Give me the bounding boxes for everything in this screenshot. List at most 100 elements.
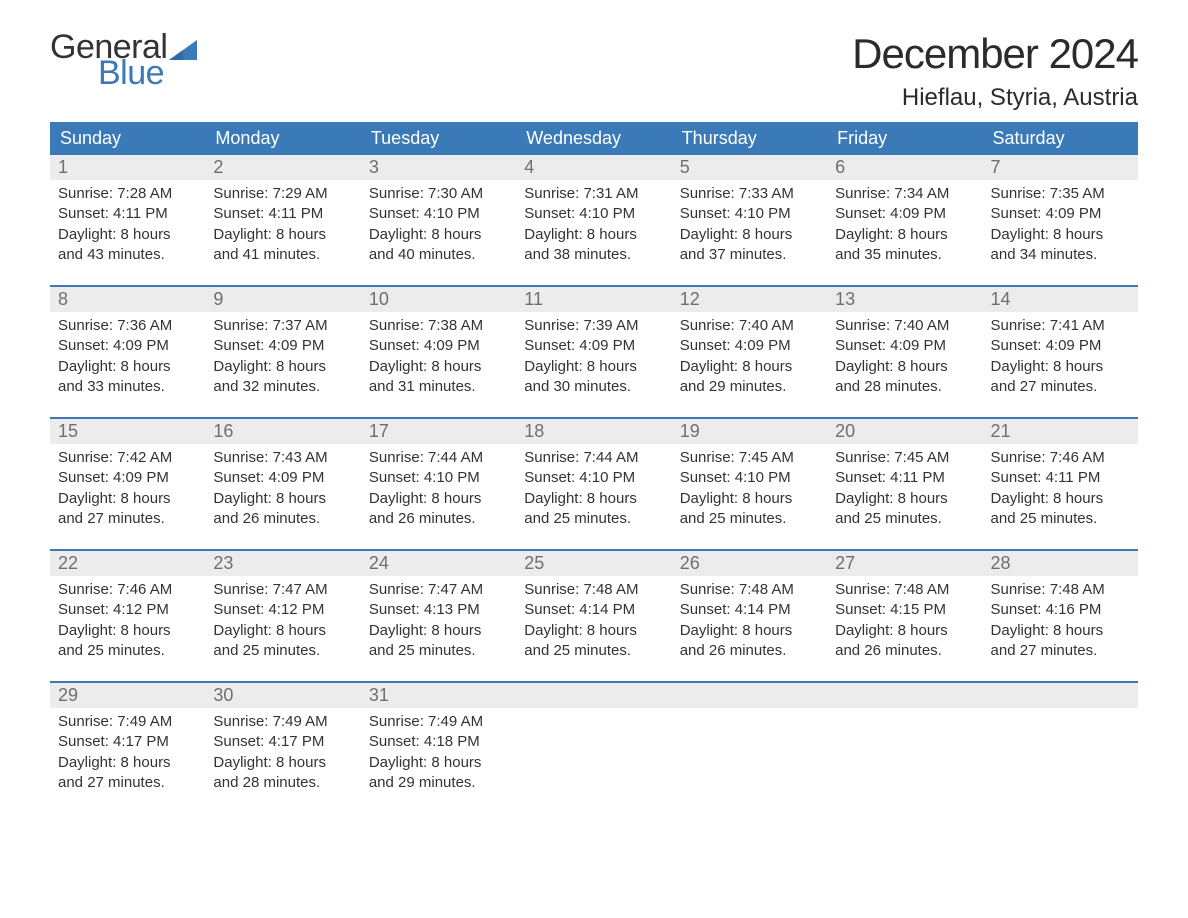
day-number: 28 bbox=[983, 551, 1138, 576]
daylight-text: and 26 minutes. bbox=[369, 509, 506, 529]
sunset-text: Sunset: 4:10 PM bbox=[369, 468, 506, 488]
day-details bbox=[827, 708, 982, 793]
daylight-text: Daylight: 8 hours bbox=[213, 357, 350, 377]
daylight-text: and 25 minutes. bbox=[835, 509, 972, 529]
day-details: Sunrise: 7:46 AMSunset: 4:11 PMDaylight:… bbox=[983, 444, 1138, 529]
day-number: 29 bbox=[50, 683, 205, 708]
sunrise-text: Sunrise: 7:49 AM bbox=[369, 712, 506, 732]
daylight-text: Daylight: 8 hours bbox=[58, 753, 195, 773]
sunset-text: Sunset: 4:09 PM bbox=[835, 204, 972, 224]
sunrise-text: Sunrise: 7:42 AM bbox=[58, 448, 195, 468]
sunset-text: Sunset: 4:10 PM bbox=[524, 204, 661, 224]
daylight-text: and 37 minutes. bbox=[680, 245, 817, 265]
daynum-row: 1234567 bbox=[50, 155, 1138, 180]
daylight-text: Daylight: 8 hours bbox=[680, 621, 817, 641]
sunset-text: Sunset: 4:15 PM bbox=[835, 600, 972, 620]
week-block: 1234567Sunrise: 7:28 AMSunset: 4:11 PMDa… bbox=[50, 155, 1138, 283]
sunrise-text: Sunrise: 7:41 AM bbox=[991, 316, 1128, 336]
logo-text-blue: Blue bbox=[98, 56, 197, 90]
daylight-text: and 34 minutes. bbox=[991, 245, 1128, 265]
daylight-text: Daylight: 8 hours bbox=[991, 357, 1128, 377]
daynum-row: 15161718192021 bbox=[50, 419, 1138, 444]
daylight-text: and 25 minutes. bbox=[680, 509, 817, 529]
day-number: 30 bbox=[205, 683, 360, 708]
day-number: 22 bbox=[50, 551, 205, 576]
day-details: Sunrise: 7:46 AMSunset: 4:12 PMDaylight:… bbox=[50, 576, 205, 661]
sunrise-text: Sunrise: 7:33 AM bbox=[680, 184, 817, 204]
sunset-text: Sunset: 4:17 PM bbox=[58, 732, 195, 752]
sunrise-text: Sunrise: 7:40 AM bbox=[835, 316, 972, 336]
daylight-text: and 31 minutes. bbox=[369, 377, 506, 397]
details-row: Sunrise: 7:46 AMSunset: 4:12 PMDaylight:… bbox=[50, 576, 1138, 679]
daylight-text: Daylight: 8 hours bbox=[58, 489, 195, 509]
day-details: Sunrise: 7:49 AMSunset: 4:17 PMDaylight:… bbox=[205, 708, 360, 793]
day-number: 26 bbox=[672, 551, 827, 576]
sunrise-text: Sunrise: 7:37 AM bbox=[213, 316, 350, 336]
daylight-text: and 26 minutes. bbox=[835, 641, 972, 661]
daylight-text: and 25 minutes. bbox=[524, 509, 661, 529]
day-details: Sunrise: 7:34 AMSunset: 4:09 PMDaylight:… bbox=[827, 180, 982, 265]
page-title: December 2024 bbox=[852, 30, 1138, 78]
day-details: Sunrise: 7:39 AMSunset: 4:09 PMDaylight:… bbox=[516, 312, 671, 397]
daylight-text: and 25 minutes. bbox=[524, 641, 661, 661]
day-details: Sunrise: 7:37 AMSunset: 4:09 PMDaylight:… bbox=[205, 312, 360, 397]
daylight-text: and 27 minutes. bbox=[58, 509, 195, 529]
daylight-text: and 41 minutes. bbox=[213, 245, 350, 265]
sunset-text: Sunset: 4:16 PM bbox=[991, 600, 1128, 620]
day-number: 19 bbox=[672, 419, 827, 444]
daylight-text: Daylight: 8 hours bbox=[991, 225, 1128, 245]
daylight-text: Daylight: 8 hours bbox=[991, 621, 1128, 641]
day-number: 13 bbox=[827, 287, 982, 312]
day-details: Sunrise: 7:43 AMSunset: 4:09 PMDaylight:… bbox=[205, 444, 360, 529]
daylight-text: and 27 minutes. bbox=[58, 773, 195, 793]
day-number: 2 bbox=[205, 155, 360, 180]
daylight-text: Daylight: 8 hours bbox=[58, 357, 195, 377]
daylight-text: and 43 minutes. bbox=[58, 245, 195, 265]
day-details: Sunrise: 7:47 AMSunset: 4:12 PMDaylight:… bbox=[205, 576, 360, 661]
day-number: 25 bbox=[516, 551, 671, 576]
weeks-container: 1234567Sunrise: 7:28 AMSunset: 4:11 PMDa… bbox=[50, 155, 1138, 811]
sunset-text: Sunset: 4:10 PM bbox=[680, 204, 817, 224]
day-details: Sunrise: 7:35 AMSunset: 4:09 PMDaylight:… bbox=[983, 180, 1138, 265]
daylight-text: Daylight: 8 hours bbox=[369, 621, 506, 641]
day-details: Sunrise: 7:49 AMSunset: 4:18 PMDaylight:… bbox=[361, 708, 516, 793]
daylight-text: and 25 minutes. bbox=[991, 509, 1128, 529]
day-number bbox=[516, 683, 671, 708]
day-number: 1 bbox=[50, 155, 205, 180]
day-number: 23 bbox=[205, 551, 360, 576]
daylight-text: Daylight: 8 hours bbox=[369, 489, 506, 509]
daylight-text: Daylight: 8 hours bbox=[680, 357, 817, 377]
sunset-text: Sunset: 4:09 PM bbox=[991, 204, 1128, 224]
day-number: 5 bbox=[672, 155, 827, 180]
day-number: 31 bbox=[361, 683, 516, 708]
day-number: 3 bbox=[361, 155, 516, 180]
sunset-text: Sunset: 4:11 PM bbox=[213, 204, 350, 224]
week-block: 15161718192021Sunrise: 7:42 AMSunset: 4:… bbox=[50, 417, 1138, 547]
sunrise-text: Sunrise: 7:40 AM bbox=[680, 316, 817, 336]
sunset-text: Sunset: 4:09 PM bbox=[991, 336, 1128, 356]
daylight-text: Daylight: 8 hours bbox=[524, 225, 661, 245]
sunset-text: Sunset: 4:10 PM bbox=[524, 468, 661, 488]
sunrise-text: Sunrise: 7:29 AM bbox=[213, 184, 350, 204]
sunrise-text: Sunrise: 7:46 AM bbox=[991, 448, 1128, 468]
day-details: Sunrise: 7:28 AMSunset: 4:11 PMDaylight:… bbox=[50, 180, 205, 265]
day-details bbox=[672, 708, 827, 793]
daylight-text: and 27 minutes. bbox=[991, 377, 1128, 397]
day-details: Sunrise: 7:40 AMSunset: 4:09 PMDaylight:… bbox=[827, 312, 982, 397]
daylight-text: Daylight: 8 hours bbox=[369, 753, 506, 773]
sunset-text: Sunset: 4:09 PM bbox=[58, 468, 195, 488]
sunrise-text: Sunrise: 7:46 AM bbox=[58, 580, 195, 600]
daylight-text: and 38 minutes. bbox=[524, 245, 661, 265]
weekday-header: Sunday bbox=[50, 122, 205, 155]
sunrise-text: Sunrise: 7:39 AM bbox=[524, 316, 661, 336]
daylight-text: and 29 minutes. bbox=[680, 377, 817, 397]
week-block: 293031Sunrise: 7:49 AMSunset: 4:17 PMDay… bbox=[50, 681, 1138, 811]
header: General Blue December 2024 Hieflau, Styr… bbox=[50, 30, 1138, 112]
weekday-header: Friday bbox=[827, 122, 982, 155]
day-details: Sunrise: 7:48 AMSunset: 4:14 PMDaylight:… bbox=[672, 576, 827, 661]
day-details: Sunrise: 7:48 AMSunset: 4:15 PMDaylight:… bbox=[827, 576, 982, 661]
sunrise-text: Sunrise: 7:35 AM bbox=[991, 184, 1128, 204]
sunrise-text: Sunrise: 7:48 AM bbox=[524, 580, 661, 600]
daylight-text: Daylight: 8 hours bbox=[835, 225, 972, 245]
sunset-text: Sunset: 4:11 PM bbox=[835, 468, 972, 488]
